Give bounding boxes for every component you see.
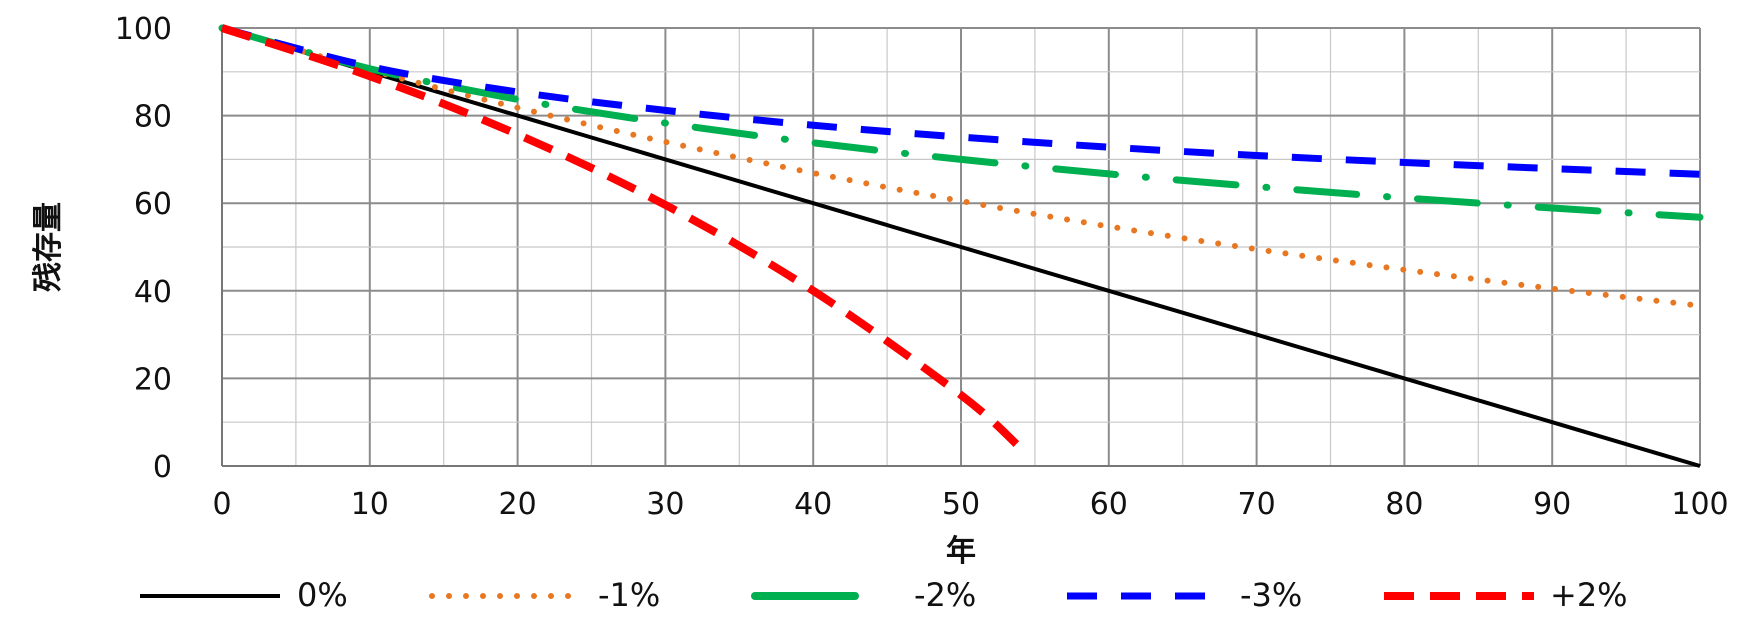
grid-lines: [221, 27, 1701, 467]
series-line-3: [218, 24, 1704, 221]
legend-label-1: 0%: [297, 576, 348, 614]
x-tick-label: 60: [1090, 487, 1128, 522]
y-tick-label: 60: [134, 187, 172, 222]
y-axis-label: 残存量: [31, 202, 66, 292]
x-tick-label: 80: [1385, 487, 1423, 522]
legend-label-2: -1%: [598, 576, 660, 614]
x-tick-label: 70: [1238, 487, 1276, 522]
x-tick-label: 20: [499, 487, 537, 522]
x-tick-label: 30: [646, 487, 684, 522]
y-tick-label: 80: [134, 100, 172, 135]
legend-label-4: -3%: [1240, 576, 1302, 614]
x-axis-label: 年: [946, 534, 976, 569]
y-tick-label: 0: [153, 450, 172, 485]
x-tick-label: 10: [351, 487, 389, 522]
y-tick-label: 20: [134, 362, 172, 397]
legend-label-3: -2%: [914, 576, 976, 614]
series-line-5: [220, 24, 1023, 451]
x-tick-label: 50: [942, 487, 980, 522]
legend: 0% -1% -2% -3% +2%: [140, 576, 1628, 614]
x-tick-label: 0: [212, 487, 231, 522]
y-tick-label: 100: [115, 12, 172, 47]
legend-label-5: +2%: [1550, 576, 1628, 614]
x-tick-label: 100: [1671, 487, 1728, 522]
y-tick-label: 40: [134, 275, 172, 310]
series-line-1: [221, 26, 1701, 468]
x-tick-label: 90: [1533, 487, 1571, 522]
series-lines: [218, 24, 1704, 468]
x-tick-label: 40: [794, 487, 832, 522]
tick-labels: 0 10 20 30 40 50 60 70 80 90 100 0 20 40 60 80 100: [115, 12, 1729, 522]
